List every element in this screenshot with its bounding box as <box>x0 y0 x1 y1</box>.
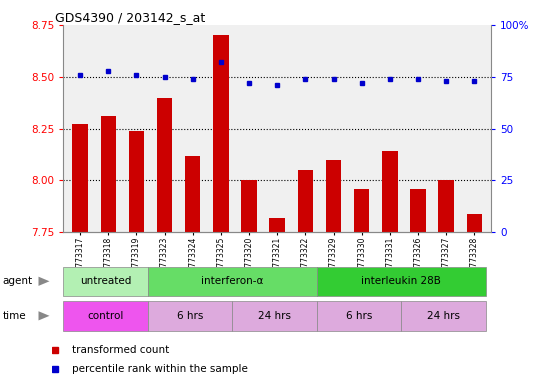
Bar <box>410 189 426 232</box>
Bar <box>63 266 148 296</box>
Bar <box>317 266 486 296</box>
Text: untreated: untreated <box>80 276 131 286</box>
Text: 24 hrs: 24 hrs <box>258 311 291 321</box>
Text: 6 hrs: 6 hrs <box>345 311 372 321</box>
Bar <box>382 151 398 232</box>
Bar <box>148 301 232 331</box>
Text: percentile rank within the sample: percentile rank within the sample <box>72 364 248 374</box>
Text: control: control <box>87 311 124 321</box>
Bar <box>317 301 401 331</box>
Text: 6 hrs: 6 hrs <box>177 311 203 321</box>
Bar <box>213 35 229 232</box>
Bar <box>401 301 486 331</box>
Bar <box>466 214 482 232</box>
Bar <box>185 156 201 232</box>
Bar <box>232 301 317 331</box>
Bar <box>63 301 148 331</box>
Text: 24 hrs: 24 hrs <box>427 311 460 321</box>
Text: GDS4390 / 203142_s_at: GDS4390 / 203142_s_at <box>54 11 205 24</box>
Bar <box>157 98 172 232</box>
Bar <box>241 180 257 232</box>
Text: interleukin 28B: interleukin 28B <box>361 276 441 286</box>
Bar <box>73 124 88 232</box>
Text: agent: agent <box>3 276 33 286</box>
Bar <box>354 189 370 232</box>
Bar <box>148 266 317 296</box>
Bar <box>438 180 454 232</box>
Text: time: time <box>3 311 26 321</box>
Bar <box>270 218 285 232</box>
Text: transformed count: transformed count <box>72 345 169 356</box>
Bar <box>101 116 116 232</box>
Text: interferon-α: interferon-α <box>201 276 263 286</box>
Bar <box>129 131 144 232</box>
Bar <box>326 160 341 232</box>
Bar <box>298 170 313 232</box>
